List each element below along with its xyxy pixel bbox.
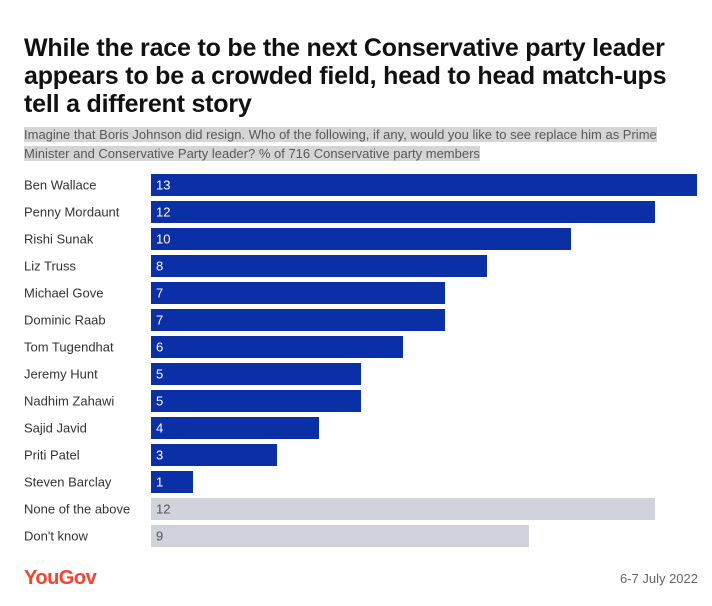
survey-date: 6-7 July 2022 — [619, 571, 698, 586]
data-label: 12 — [156, 502, 170, 517]
bar — [151, 255, 487, 277]
bar — [151, 498, 655, 520]
category-label: Priti Patel — [24, 448, 80, 463]
data-label: 12 — [156, 205, 170, 220]
data-label: 10 — [156, 232, 170, 247]
data-label: 8 — [156, 259, 163, 274]
chart-subtitle: Imagine that Boris Johnson did resign. W… — [24, 125, 679, 163]
yougov-logo: YouGov — [24, 567, 97, 589]
bar — [151, 309, 445, 331]
category-label: Sajid Javid — [24, 421, 87, 436]
bar — [151, 282, 445, 304]
data-label: 5 — [156, 394, 163, 409]
category-label: Rishi Sunak — [24, 232, 94, 247]
data-label: 7 — [156, 313, 163, 328]
category-label: Steven Barclay — [24, 475, 112, 490]
bar — [151, 363, 361, 385]
bar — [151, 174, 697, 196]
category-label: Michael Gove — [24, 286, 103, 301]
data-label: 4 — [156, 421, 163, 436]
bar — [151, 417, 319, 439]
data-label: 5 — [156, 367, 163, 382]
category-label: Penny Mordaunt — [24, 205, 120, 220]
data-label: 9 — [156, 529, 163, 544]
bar — [151, 336, 403, 358]
bar — [151, 471, 193, 493]
data-label: 7 — [156, 286, 163, 301]
category-label: Liz Truss — [24, 259, 77, 274]
data-label: 1 — [156, 475, 163, 490]
bar — [151, 444, 277, 466]
category-label: Tom Tugendhat — [24, 340, 114, 355]
bar — [151, 228, 571, 250]
category-label: Jeremy Hunt — [24, 367, 98, 382]
data-label: 6 — [156, 340, 163, 355]
category-label: Ben Wallace — [24, 178, 97, 193]
category-label: Don't know — [24, 529, 89, 544]
data-label: 3 — [156, 448, 163, 463]
bar — [151, 390, 361, 412]
category-label: Dominic Raab — [24, 313, 106, 328]
chart-title: While the race to be the next Conservati… — [24, 34, 667, 118]
bar — [151, 525, 529, 547]
category-label: Nadhim Zahawi — [24, 394, 114, 409]
data-label: 13 — [156, 178, 170, 193]
category-label: None of the above — [24, 502, 130, 517]
bar — [151, 201, 655, 223]
